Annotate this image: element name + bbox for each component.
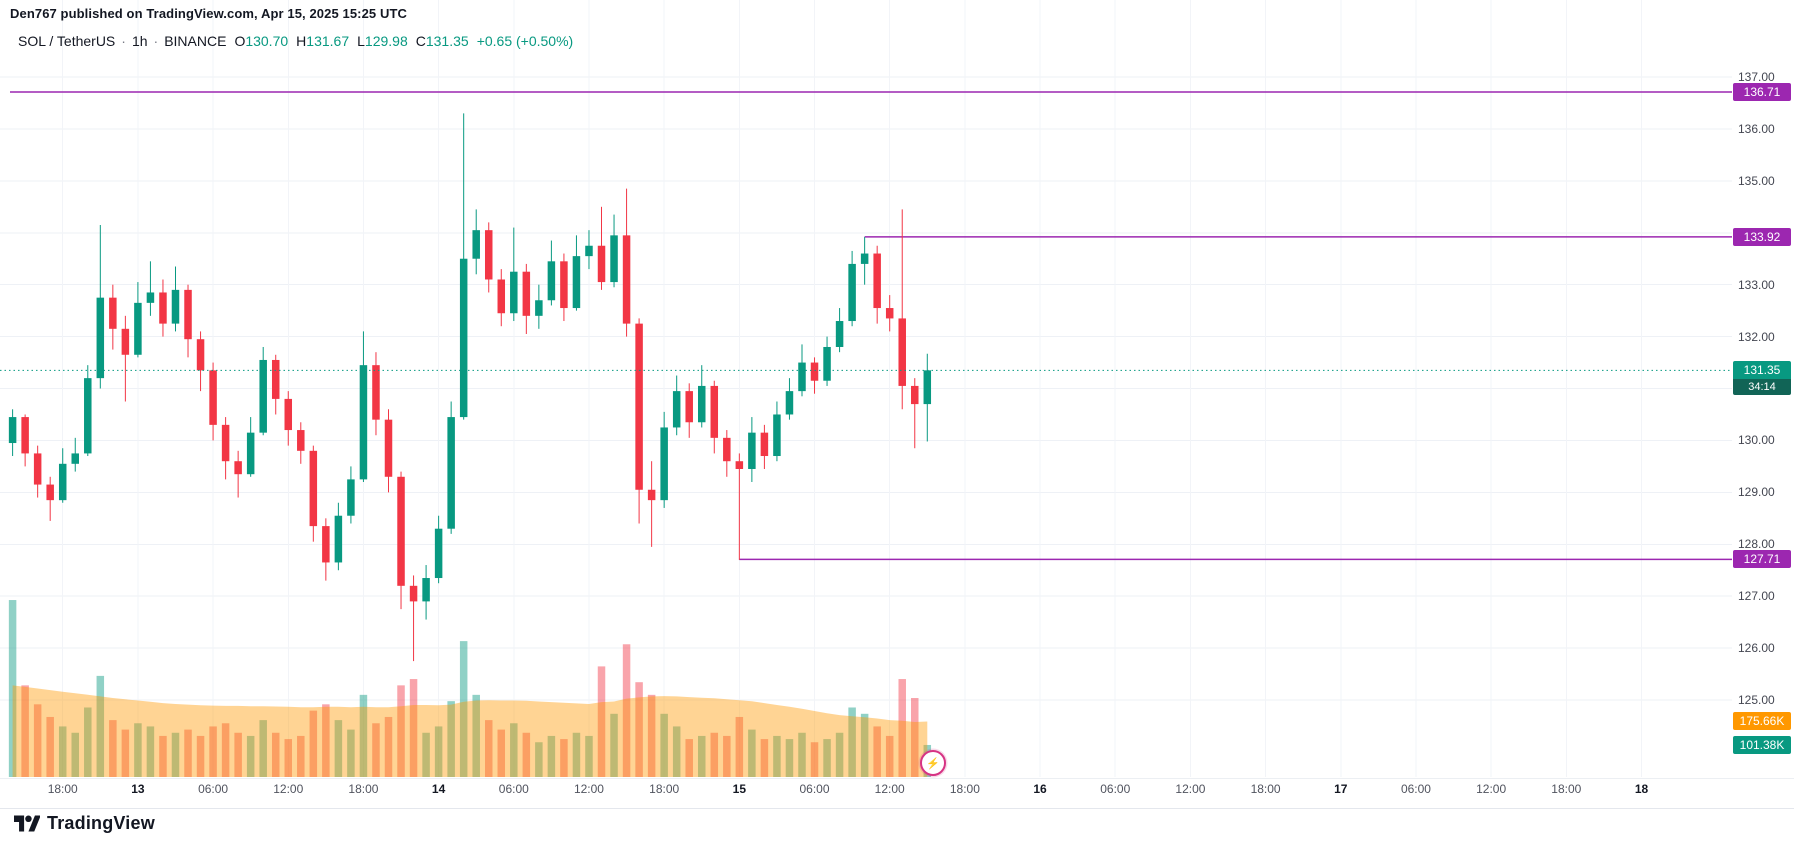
- time-axis-label: 18:00: [47, 782, 78, 796]
- legend-symbol[interactable]: SOL / TetherUS: [18, 33, 116, 49]
- time-axis-label: 18:00: [949, 782, 980, 796]
- price-axis-label: 135.00: [1738, 173, 1775, 188]
- last-price-value: 131.35: [1733, 361, 1791, 380]
- legend-close-label: C: [415, 33, 426, 49]
- time-axis-label: 06:00: [198, 782, 229, 796]
- price-axis-label: 127.00: [1738, 589, 1775, 604]
- bar-countdown: 34:14: [1733, 379, 1791, 396]
- volume-ma-area: [12, 685, 928, 777]
- time-axis-label: 18:00: [1250, 782, 1281, 796]
- lightning-marker[interactable]: ⚡: [920, 750, 946, 776]
- volume-ma-badge: 175.66K: [1733, 712, 1791, 731]
- legend-low-label: L: [357, 33, 365, 49]
- price-axis-label: 129.00: [1738, 485, 1775, 500]
- legend-change: +0.65 (+0.50%): [476, 33, 574, 49]
- price-axis-label: 137.00: [1738, 70, 1775, 84]
- candles: [8, 113, 932, 662]
- time-axis-divider: [0, 778, 1794, 779]
- price-axis[interactable]: 137.00136.00135.00134.00133.00132.00131.…: [1732, 0, 1794, 800]
- legend-high-label: H: [296, 33, 307, 49]
- legend-close-value: 131.35: [425, 33, 469, 49]
- tradingview-brand-text: TradingView: [47, 813, 155, 833]
- price-line-badge-1: 133.92: [1733, 227, 1791, 246]
- price-line-badge-2: 127.71: [1733, 550, 1791, 569]
- last-price-badge: 131.35 34:14: [1733, 361, 1791, 396]
- price-axis-label: 133.00: [1738, 277, 1775, 292]
- lightning-icon: ⚡: [926, 757, 940, 770]
- time-axis-label: 17: [1334, 782, 1348, 796]
- volume-bars: [8, 600, 932, 777]
- legend-separator: ·: [121, 33, 126, 49]
- time-axis-label: 12:00: [573, 782, 604, 796]
- price-axis-label: 130.00: [1738, 433, 1775, 448]
- footer-divider: [0, 808, 1794, 809]
- price-axis-label: 128.00: [1738, 537, 1775, 552]
- price-axis-label: 126.00: [1738, 641, 1775, 656]
- legend-separator: ·: [153, 33, 159, 49]
- time-axis-label: 06:00: [1400, 782, 1431, 796]
- volume-badge: 101.38K: [1733, 735, 1791, 754]
- legend-low-value: 129.98: [364, 33, 408, 49]
- legend-open-label: O: [234, 33, 246, 49]
- tradingview-logo-icon: [14, 814, 40, 833]
- price-axis-label: 136.00: [1738, 121, 1775, 136]
- price-axis-label: 132.00: [1738, 329, 1775, 344]
- time-axis-label: 06:00: [498, 782, 529, 796]
- price-line-badge-0: 136.71: [1733, 83, 1791, 102]
- legend: SOL / TetherUS · 1h · BINANCE O 130.70 H…: [18, 33, 573, 49]
- legend-high-value: 131.67: [306, 33, 350, 49]
- time-axis-label: 14: [431, 782, 446, 796]
- time-axis-label: 13: [131, 782, 145, 796]
- time-axis-label: 18:00: [1551, 782, 1582, 796]
- time-axis-label: 12:00: [1175, 782, 1206, 796]
- time-axis-label: 12:00: [273, 782, 304, 796]
- publisher-line: Den767 published on TradingView.com, Apr…: [10, 6, 407, 21]
- time-axis-label: 18:00: [348, 782, 379, 796]
- time-axis-label: 12:00: [1476, 782, 1507, 796]
- time-axis-label: 15: [732, 782, 747, 796]
- time-axis-label: 06:00: [799, 782, 830, 796]
- price-axis-label: 125.00: [1738, 693, 1775, 708]
- time-axis-label: 06:00: [1100, 782, 1131, 796]
- legend-exchange[interactable]: BINANCE: [164, 33, 227, 49]
- time-axis-label: 12:00: [874, 782, 905, 796]
- horizontal-price-lines: [10, 91, 1732, 561]
- time-axis-label: 18:00: [649, 782, 680, 796]
- time-axis-label: 16: [1033, 782, 1047, 796]
- time-axis-label: 18: [1634, 782, 1649, 796]
- tradingview-attribution[interactable]: TradingView: [14, 813, 155, 834]
- time-axis[interactable]: 18:00 13 06:00 12:00 18:00 14 06:00 12:00 18:00 1…: [0, 781, 1732, 799]
- legend-interval[interactable]: 1h: [131, 33, 148, 49]
- legend-open-value: 130.70: [245, 33, 289, 49]
